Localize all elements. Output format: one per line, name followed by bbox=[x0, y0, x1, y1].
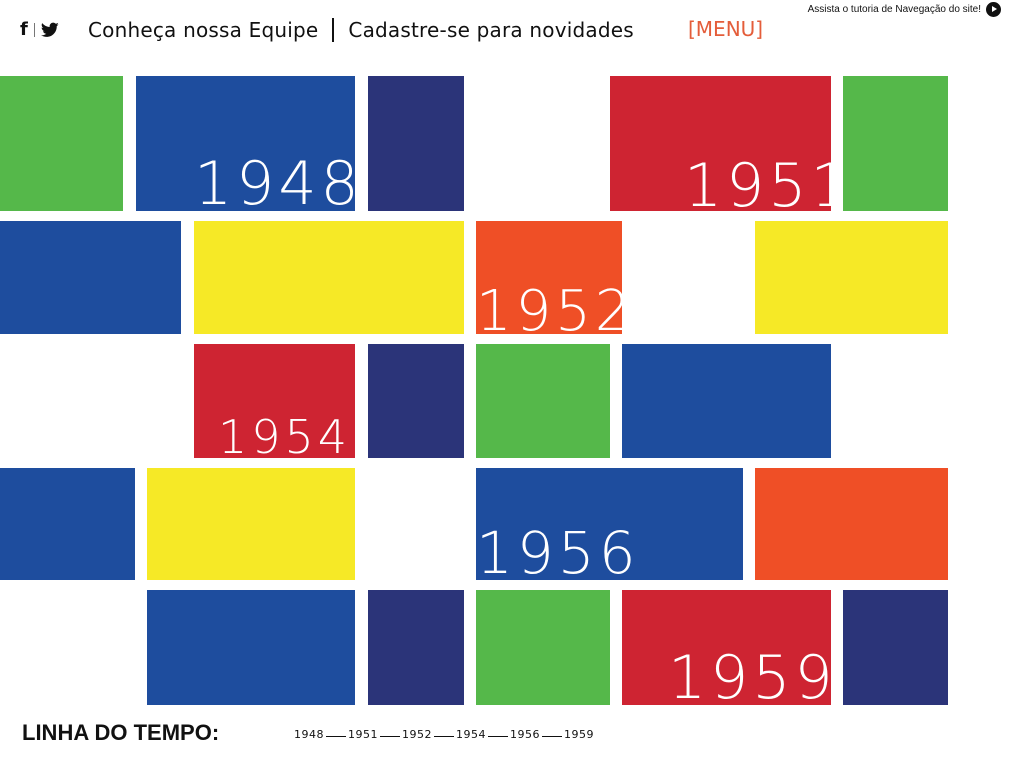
newsletter-signup-link[interactable]: Cadastre-se para novidades bbox=[348, 18, 634, 42]
timeline-dash bbox=[380, 736, 400, 737]
tile-1959[interactable]: 1959 bbox=[622, 590, 833, 708]
timeline-link-1956[interactable]: 1956 bbox=[510, 728, 540, 741]
timeline-dash bbox=[326, 736, 346, 737]
year-label-1959[interactable]: 1959 bbox=[668, 643, 837, 713]
tile bbox=[0, 76, 123, 211]
tile-1954[interactable]: 1954 bbox=[194, 344, 355, 464]
play-circle-icon bbox=[986, 2, 1001, 17]
timeline-title: LINHA DO TEMPO: bbox=[22, 720, 220, 745]
tile bbox=[755, 468, 948, 580]
tile bbox=[0, 221, 181, 334]
year-label-1952[interactable]: 1952 bbox=[476, 279, 635, 344]
tile bbox=[755, 221, 948, 334]
menu-button[interactable]: [MENU] bbox=[688, 17, 764, 41]
tile bbox=[147, 590, 355, 705]
timeline-link-1954[interactable]: 1954 bbox=[456, 728, 486, 741]
tutorial-link[interactable]: Assista o tutoria de Navegação do site! bbox=[808, 2, 1001, 17]
tile-1948[interactable]: 1948 bbox=[136, 76, 359, 214]
tile bbox=[368, 76, 464, 211]
tile bbox=[368, 344, 464, 458]
year-label-1951[interactable]: 1951 bbox=[684, 151, 853, 221]
tile bbox=[843, 76, 948, 211]
timeline-dash bbox=[542, 736, 562, 737]
top-nav: Conheça nossa Equipe Cadastre-se para no… bbox=[88, 17, 634, 43]
tile bbox=[0, 468, 135, 580]
tile-1952[interactable]: 1952 bbox=[476, 221, 631, 340]
tile-1951[interactable]: 1951 bbox=[610, 76, 849, 216]
facebook-icon[interactable]: f bbox=[20, 19, 28, 40]
tile bbox=[476, 590, 610, 705]
twitter-bird-icon[interactable] bbox=[40, 22, 59, 38]
tile bbox=[147, 468, 355, 580]
nav-divider bbox=[332, 18, 335, 42]
tile bbox=[843, 590, 948, 705]
timeline-link-1951[interactable]: 1951 bbox=[348, 728, 378, 741]
tile bbox=[476, 344, 610, 458]
tutorial-label: Assista o tutoria de Navegação do site! bbox=[807, 4, 981, 15]
tile bbox=[622, 344, 831, 458]
header: f Conheça nossa Equipe Cadastre-se para … bbox=[0, 0, 1023, 60]
year-label-1948[interactable]: 1948 bbox=[194, 149, 363, 219]
timeline-nav: 1948 1951 1952 1954 1956 1959 bbox=[294, 728, 594, 741]
social-links: f bbox=[20, 20, 59, 40]
timeline-link-1959[interactable]: 1959 bbox=[564, 728, 594, 741]
tile bbox=[368, 590, 464, 705]
timeline-link-1952[interactable]: 1952 bbox=[402, 728, 432, 741]
timeline-dash bbox=[434, 736, 454, 737]
year-label-1954[interactable]: 1954 bbox=[218, 410, 352, 464]
year-label-1956[interactable]: 1956 bbox=[476, 519, 640, 587]
tile-1956[interactable]: 1956 bbox=[476, 468, 743, 587]
timeline-link-1948[interactable]: 1948 bbox=[294, 728, 324, 741]
timeline-dash bbox=[488, 736, 508, 737]
tile bbox=[194, 221, 464, 334]
team-link[interactable]: Conheça nossa Equipe bbox=[88, 18, 319, 42]
social-divider bbox=[33, 23, 35, 37]
